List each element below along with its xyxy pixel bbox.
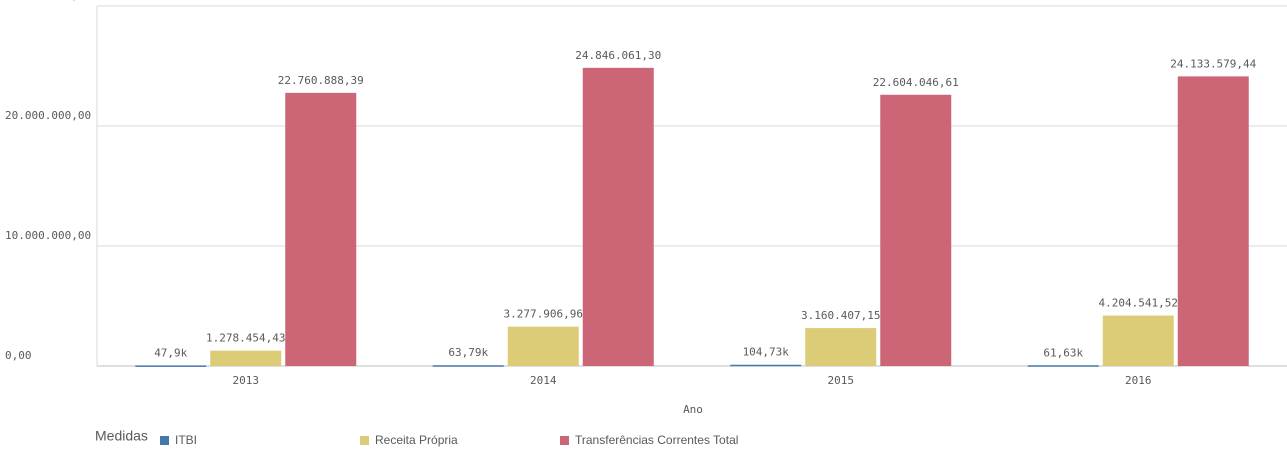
value-label: 3.160.407,15 [801, 309, 880, 322]
bar [1177, 76, 1249, 367]
value-label: 22.604.046,61 [873, 76, 959, 89]
value-label: 104,73k [743, 346, 790, 359]
y-tick-label: 30.000.000,00 [5, 0, 91, 2]
x-tick-label: 2016 [1125, 374, 1152, 387]
bar [1102, 315, 1174, 366]
value-label: 3.277.906,96 [504, 308, 583, 321]
x-axis-label: Ano [683, 403, 703, 416]
legend-swatch [360, 436, 369, 445]
bar [805, 328, 877, 366]
value-label: 61,63k [1043, 346, 1083, 359]
legend-title: Medidas [95, 428, 148, 444]
bar [1027, 365, 1099, 367]
y-tick-label: 20.000.000,00 [5, 109, 91, 122]
value-label: 24.133.579,44 [1170, 57, 1256, 70]
x-tick-label: 2013 [233, 374, 260, 387]
legend-swatch [560, 436, 569, 445]
bar [880, 94, 952, 367]
legend-label: Transferências Correntes Total [575, 433, 738, 447]
y-tick-label: 0,00 [5, 349, 32, 362]
bar [507, 326, 579, 366]
value-label: 24.846.061,30 [575, 49, 661, 62]
value-label: 47,9k [154, 346, 187, 359]
x-tick-label: 2014 [530, 374, 557, 387]
value-label: 4.204.541,52 [1099, 297, 1178, 310]
bar [210, 350, 282, 366]
value-label: 63,79k [448, 346, 488, 359]
y-tick-label: 10.000.000,00 [5, 229, 91, 242]
legend-label: Receita Própria [375, 433, 458, 447]
bar [285, 92, 357, 367]
bar [730, 364, 802, 367]
value-label: 1.278.454,43 [206, 332, 285, 345]
bar [135, 365, 207, 367]
bar [432, 365, 504, 367]
bar [582, 67, 654, 367]
legend-label: ITBI [175, 433, 197, 447]
x-tick-label: 2015 [828, 374, 855, 387]
value-label: 22.760.888,39 [278, 74, 364, 87]
legend-swatch [160, 436, 169, 445]
